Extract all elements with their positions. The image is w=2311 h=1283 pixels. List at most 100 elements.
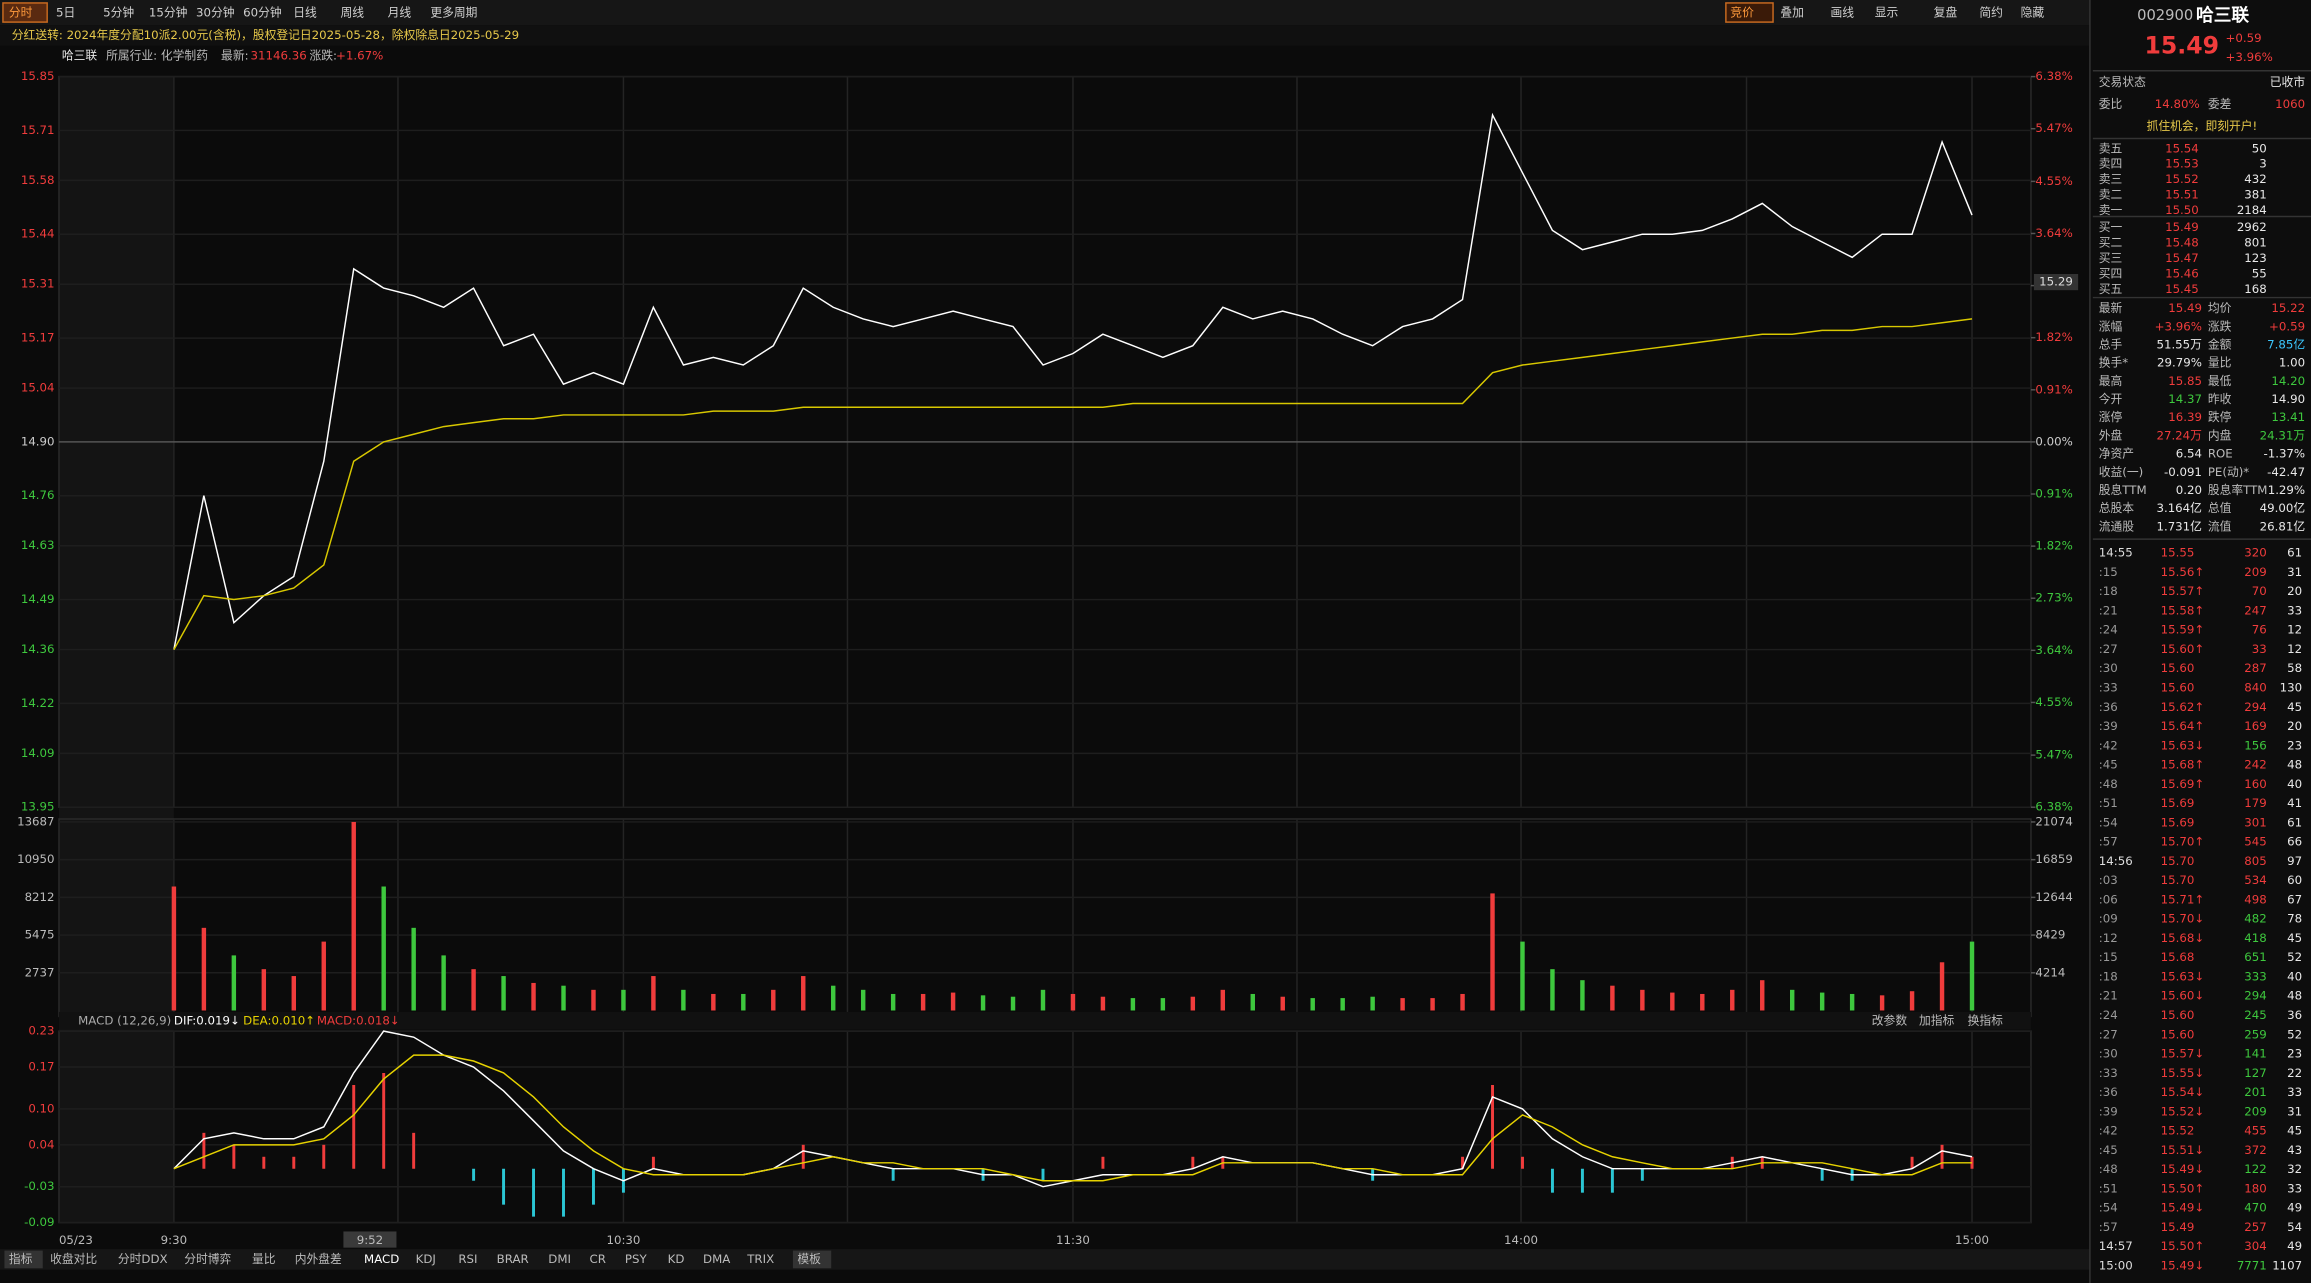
tick-price: 15.69↑ bbox=[2161, 777, 2205, 791]
indicator-tab[interactable]: 分时DDX bbox=[118, 1252, 168, 1266]
tab[interactable]: 5日 bbox=[56, 6, 75, 20]
tab-active bbox=[2, 2, 48, 23]
tick-volume: 840 bbox=[2244, 680, 2266, 694]
tab[interactable]: 日线 bbox=[293, 6, 317, 20]
indicator-tab[interactable]: 分时博弈 bbox=[184, 1252, 231, 1266]
tick-time: :45 bbox=[2099, 758, 2118, 772]
tick-count: 60 bbox=[2287, 873, 2302, 887]
volume-bar bbox=[831, 985, 836, 1011]
y-tick-label: 13.95 bbox=[21, 800, 55, 814]
stat-label: 流通股 bbox=[2099, 519, 2135, 533]
book-volume: 50 bbox=[2252, 141, 2267, 155]
tick-count: 97 bbox=[2287, 854, 2302, 868]
stock-info: 所属行业: 化学制药 bbox=[106, 48, 208, 62]
tick-volume: 76 bbox=[2252, 623, 2267, 637]
book-price: 15.46 bbox=[2165, 266, 2199, 280]
tick-count: 61 bbox=[2287, 546, 2302, 560]
tick-count: 48 bbox=[2287, 758, 2302, 772]
tab[interactable]: 30分钟 bbox=[196, 6, 235, 20]
tick-time: :21 bbox=[2099, 603, 2118, 617]
indicator-button[interactable]: 换指标 bbox=[1968, 1013, 2004, 1027]
indicator-tab[interactable]: 内外盘差 bbox=[295, 1252, 342, 1266]
tick-count: 36 bbox=[2287, 1008, 2302, 1022]
indicator-tab[interactable]: RSI bbox=[458, 1252, 477, 1266]
tick-volume: 470 bbox=[2244, 1201, 2266, 1215]
cursor-label: 15.29 bbox=[2039, 275, 2073, 289]
y2-tick-label: 3.64% bbox=[2035, 643, 2072, 657]
y2-tick-label: 5.47% bbox=[2035, 748, 2072, 762]
tick-time: :24 bbox=[2099, 1008, 2118, 1022]
tick-time: :21 bbox=[2099, 989, 2118, 1003]
y2-tick-label: 4.55% bbox=[2035, 174, 2072, 188]
tab[interactable]: 月线 bbox=[388, 6, 412, 20]
tab[interactable]: 60分钟 bbox=[243, 6, 282, 20]
indicator-tab[interactable]: CR bbox=[590, 1252, 606, 1266]
tool-button[interactable]: 隐藏 bbox=[2021, 6, 2045, 20]
tool-button[interactable]: 简约 bbox=[1979, 6, 2003, 20]
tool-button[interactable]: 叠加 bbox=[1780, 6, 1804, 20]
indicator-tab[interactable]: PSY bbox=[625, 1252, 648, 1266]
tool-button[interactable]: 复盘 bbox=[1934, 6, 1958, 20]
y2-tick-label: 0.91% bbox=[2035, 487, 2072, 501]
tick-price: 15.63↓ bbox=[2161, 738, 2205, 752]
y-tick-label: 14.36 bbox=[21, 642, 55, 656]
tick-time: 14:57 bbox=[2099, 1239, 2133, 1253]
tick-count: 33 bbox=[2287, 603, 2302, 617]
indicator-tab[interactable]: 收盘对比 bbox=[50, 1252, 97, 1266]
indicator-tab[interactable]: TRIX bbox=[746, 1252, 774, 1266]
x-tick-label: 15:00 bbox=[1955, 1233, 1989, 1247]
indicator-tab[interactable]: 指标 bbox=[9, 1252, 33, 1266]
tick-volume: 482 bbox=[2244, 912, 2266, 926]
volume-bar bbox=[471, 969, 476, 1011]
status: 已收市 bbox=[2270, 75, 2306, 89]
tick-time: :48 bbox=[2099, 1162, 2118, 1176]
legend-entry: DEA:0.010↑ bbox=[243, 1013, 315, 1027]
volume-bar bbox=[1070, 993, 1076, 1011]
book-price: 15.48 bbox=[2165, 236, 2199, 250]
x-tick-label: 14:00 bbox=[1504, 1233, 1538, 1247]
tick-time: :48 bbox=[2099, 777, 2118, 791]
tick-time: :15 bbox=[2099, 565, 2118, 579]
y-tick-label: -0.03 bbox=[24, 1179, 54, 1193]
indicator-tab[interactable]: DMA bbox=[703, 1252, 730, 1266]
y2-tick-label: 4214 bbox=[2035, 965, 2065, 979]
tab[interactable]: 15分钟 bbox=[149, 6, 188, 20]
volume-bar bbox=[1670, 992, 1675, 1011]
account-banner[interactable]: 抓住机会，即刻开户! bbox=[2147, 119, 2258, 133]
tool-button[interactable]: 显示 bbox=[1875, 6, 1899, 20]
indicator-tab[interactable]: KDJ bbox=[416, 1252, 436, 1266]
volume-bar bbox=[1760, 980, 1765, 1011]
volume-bar bbox=[1700, 993, 1705, 1011]
book-label: 买五 bbox=[2099, 282, 2123, 296]
tab[interactable]: 更多周期 bbox=[430, 6, 477, 20]
tick-price: 15.68 bbox=[2161, 950, 2195, 964]
indicator-tab[interactable]: 模板 bbox=[797, 1252, 821, 1266]
indicator-button[interactable]: 改参数 bbox=[1872, 1013, 1908, 1027]
stat-value: -0.091 bbox=[2164, 465, 2202, 479]
tick-time: :54 bbox=[2099, 815, 2118, 829]
indicator-tab[interactable]: 量比 bbox=[252, 1252, 276, 1266]
volume-bar bbox=[950, 992, 956, 1011]
tick-count: 49 bbox=[2287, 1201, 2302, 1215]
y-tick-label: 14.76 bbox=[21, 488, 55, 502]
volume-bar bbox=[681, 989, 686, 1011]
stat-value: 14.90 bbox=[2271, 392, 2305, 406]
indicator-button[interactable]: 加指标 bbox=[1919, 1013, 1955, 1027]
tool-button[interactable]: 画线 bbox=[1831, 6, 1855, 20]
indicator-tab[interactable]: DMI bbox=[548, 1252, 571, 1266]
tab[interactable]: 5分钟 bbox=[103, 6, 134, 20]
tab[interactable]: 分时 bbox=[9, 6, 33, 20]
tool-button[interactable]: 竞价 bbox=[1730, 6, 1754, 20]
tick-count: 61 bbox=[2287, 815, 2302, 829]
indicator-tab[interactable]: BRAR bbox=[497, 1252, 529, 1266]
indicator-tab[interactable]: KD bbox=[668, 1252, 685, 1266]
y2-tick-label: 0.00% bbox=[2035, 434, 2072, 448]
indicator-tab[interactable]: MACD bbox=[364, 1252, 399, 1266]
tab[interactable]: 周线 bbox=[340, 6, 364, 20]
stat-label: 总手 bbox=[2099, 337, 2123, 351]
volume-bar bbox=[1939, 962, 1945, 1011]
y-tick-label: 15.44 bbox=[21, 227, 55, 241]
stat-value: 15.22 bbox=[2271, 301, 2305, 315]
tick-price: 15.49↓ bbox=[2161, 1162, 2205, 1176]
